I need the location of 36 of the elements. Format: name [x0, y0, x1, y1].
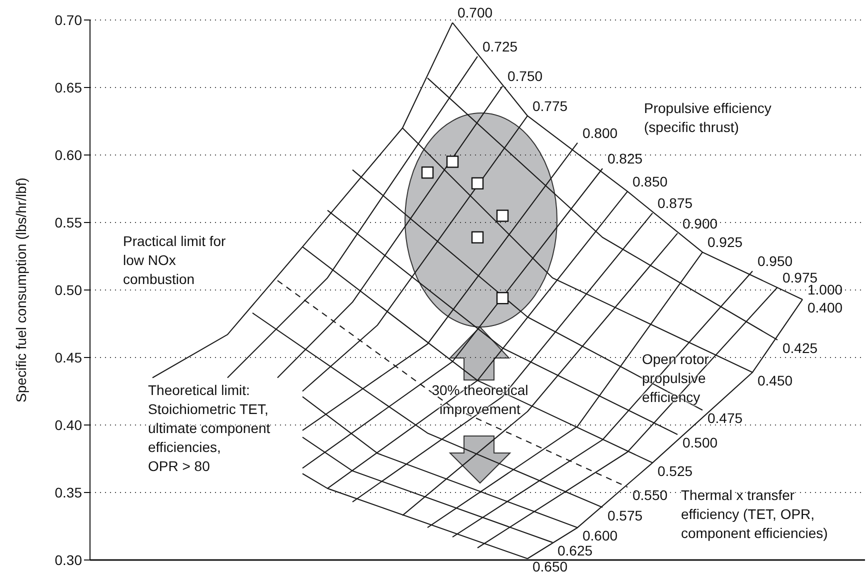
y-tick-label: 0.60	[54, 146, 82, 163]
series-label: 0.475	[708, 410, 743, 426]
series-label: 0.925	[708, 234, 743, 250]
annotation: Thermal x transfer efficiency (TET, OPR, component efficiencies)	[681, 486, 828, 543]
series-label: 0.850	[632, 173, 668, 190]
series-label: 0.900	[682, 215, 718, 232]
series-label: 0.750	[508, 68, 543, 84]
y-tick-label: 0.65	[54, 79, 82, 96]
series-label: 0.775	[532, 98, 568, 114]
series-label: 0.450	[758, 372, 793, 388]
series-label: 0.800	[582, 124, 618, 141]
series-label: 0.950	[758, 253, 793, 270]
y-tick-label: 0.55	[54, 214, 82, 230]
series-label: 0.525	[658, 462, 693, 479]
series-label: 0.825	[608, 150, 643, 166]
series-label: 0.650	[532, 558, 568, 575]
annotation: Propulsive efficiency (specific thrust)	[644, 99, 772, 137]
series-label: 0.400	[808, 299, 843, 316]
y-tick-label: 0.70	[54, 12, 82, 28]
series-label: 0.500	[682, 434, 718, 450]
annotation: Theoretical limit: Stoichiometric TET, ultimate component efficiencies, OPR > 80	[148, 381, 270, 476]
y-tick-label: 0.40	[54, 416, 82, 433]
y-tick-label: 0.30	[54, 552, 82, 568]
series-label: 0.575	[608, 507, 643, 524]
series-label: 0.700	[458, 4, 493, 21]
y-tick-label: 0.45	[54, 349, 82, 366]
y-tick-label: 0.35	[54, 484, 82, 500]
series-label: 0.625	[558, 542, 593, 558]
series-label: 0.875	[658, 195, 693, 212]
series-label: 0.425	[782, 340, 818, 356]
annotation: Practical limit for low NOx combustion	[123, 232, 226, 289]
series-label: 0.550	[632, 487, 668, 504]
series-label: 0.600	[582, 528, 618, 544]
y-axis-title: Specific fuel consumption (lbs/hr/lbf)	[12, 178, 29, 402]
y-tick-label: 0.50	[54, 282, 82, 298]
series-label: 0.725	[482, 38, 518, 54]
